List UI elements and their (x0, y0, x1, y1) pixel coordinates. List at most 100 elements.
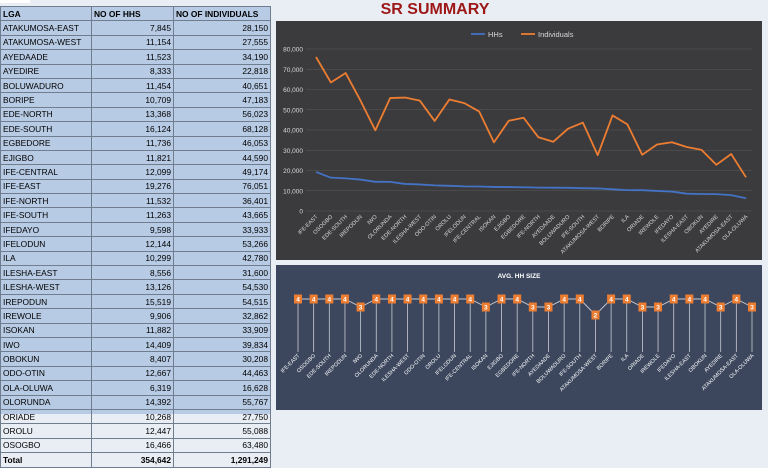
cell-individuals[interactable]: 55,088 (173, 423, 271, 439)
cell-lga[interactable]: IFELODUN (0, 236, 92, 252)
cell-individuals[interactable]: 33,933 (173, 221, 271, 238)
cell-hhs[interactable]: 16,124 (91, 121, 174, 137)
cell-lga[interactable]: OLORUNDA (0, 394, 92, 410)
cell-lga[interactable]: ILESHA-EAST (0, 265, 92, 281)
cell-individuals[interactable]: 27,555 (173, 34, 271, 51)
cell-hhs[interactable]: 7,845 (91, 20, 174, 36)
cell-lga[interactable]: BOLUWADURO (0, 77, 92, 94)
cell-individuals[interactable]: 34,190 (173, 49, 271, 65)
cell-individuals[interactable]: 1,291,249 (173, 452, 271, 468)
header-hhs[interactable]: NO OF HHS (91, 5, 174, 22)
cell-lga[interactable]: BORIPE (0, 92, 92, 108)
cell-lga[interactable]: ODO-OTIN (0, 365, 92, 382)
cell-hhs[interactable]: 11,821 (91, 149, 174, 166)
cell-individuals[interactable]: 39,834 (173, 336, 271, 353)
cell-hhs[interactable]: 9,906 (91, 308, 174, 324)
cell-hhs[interactable]: 14,409 (91, 336, 174, 353)
cell-lga[interactable]: ORIADE (0, 408, 92, 425)
table-row: IFE-SOUTH 11,263 43,665 (0, 207, 271, 223)
cell-individuals[interactable]: 44,590 (173, 149, 271, 166)
cell-individuals[interactable]: 46,053 (173, 135, 271, 151)
cell-hhs[interactable]: 11,154 (91, 34, 174, 51)
cell-hhs[interactable]: 9,598 (91, 221, 174, 238)
header-individuals[interactable]: NO OF INDIVIDUALS (173, 5, 271, 22)
cell-hhs[interactable]: 12,447 (91, 423, 174, 439)
cell-individuals[interactable]: 40,651 (173, 77, 271, 94)
cell-individuals[interactable]: 30,208 (173, 351, 271, 367)
cell-lga[interactable]: EGBEDORE (0, 135, 92, 151)
cell-lga[interactable]: ISOKAN (0, 322, 92, 338)
cell-lga[interactable]: ILA (0, 250, 92, 267)
cell-hhs[interactable]: 11,523 (91, 49, 174, 65)
cell-individuals[interactable]: 68,128 (173, 121, 271, 137)
cell-individuals[interactable]: 31,600 (173, 265, 271, 281)
cell-individuals[interactable]: 53,266 (173, 236, 271, 252)
cell-lga[interactable]: OROLU (0, 423, 92, 439)
cell-hhs[interactable]: 11,532 (91, 193, 174, 209)
cell-hhs[interactable]: 354,642 (91, 452, 174, 468)
cell-lga[interactable]: IREPODUN (0, 293, 92, 310)
cell-hhs[interactable]: 8,556 (91, 265, 174, 281)
cell-lga[interactable]: ATAKUMOSA-WEST (0, 34, 92, 51)
cell-lga[interactable]: ILESHA-WEST (0, 279, 92, 295)
cell-lga[interactable]: EJIGBO (0, 149, 92, 166)
cell-hhs[interactable]: 19,276 (91, 178, 174, 195)
cell-lga[interactable]: IFE-CENTRAL (0, 164, 92, 180)
cell-individuals[interactable]: 16,628 (173, 380, 271, 396)
cell-individuals[interactable]: 22,818 (173, 63, 271, 79)
cell-individuals[interactable]: 47,183 (173, 92, 271, 108)
cell-lga[interactable]: IREWOLE (0, 308, 92, 324)
cell-lga[interactable]: EDE-SOUTH (0, 121, 92, 137)
data-marker (575, 294, 584, 304)
cell-hhs[interactable]: 15,519 (91, 293, 174, 310)
cell-hhs[interactable]: 10,709 (91, 92, 174, 108)
cell-hhs[interactable]: 12,144 (91, 236, 174, 252)
cell-individuals[interactable]: 33,909 (173, 322, 271, 338)
cell-hhs[interactable]: 11,454 (91, 77, 174, 94)
cell-hhs[interactable]: 11,882 (91, 322, 174, 338)
cell-lga[interactable]: AYEDAADE (0, 49, 92, 65)
cell-individuals[interactable]: 28,150 (173, 20, 271, 36)
cell-individuals[interactable]: 43,665 (173, 207, 271, 223)
cell-lga[interactable]: OLA-OLUWA (0, 380, 92, 396)
cell-hhs[interactable]: 12,099 (91, 164, 174, 180)
cell-individuals[interactable]: 54,515 (173, 293, 271, 310)
cell-individuals[interactable]: 56,023 (173, 106, 271, 123)
cell-individuals[interactable]: 36,401 (173, 193, 271, 209)
cell-hhs[interactable]: 12,667 (91, 365, 174, 382)
cell-individuals[interactable]: 63,480 (173, 437, 271, 454)
cell-hhs[interactable]: 8,333 (91, 63, 174, 79)
cell-hhs[interactable]: 13,368 (91, 106, 174, 123)
cell-lga[interactable]: IFEDAYO (0, 221, 92, 238)
cell-hhs[interactable]: 14,392 (91, 394, 174, 410)
cell-hhs[interactable]: 11,263 (91, 207, 174, 223)
cell-lga[interactable]: IWO (0, 336, 92, 353)
cell-lga[interactable]: OBOKUN (0, 351, 92, 367)
cell-hhs[interactable]: 13,126 (91, 279, 174, 295)
cell-hhs[interactable]: 10,299 (91, 250, 174, 267)
cell-hhs[interactable]: 11,736 (91, 135, 174, 151)
cell-hhs[interactable]: 6,319 (91, 380, 174, 396)
cell-lga[interactable]: IFE-SOUTH (0, 207, 92, 223)
cell-hhs[interactable]: 8,407 (91, 351, 174, 367)
cell-individuals[interactable]: 27,750 (173, 408, 271, 425)
cell-hhs[interactable]: 10,268 (91, 408, 174, 425)
cell-individuals[interactable]: 55,767 (173, 394, 271, 410)
cell-individuals[interactable]: 42,780 (173, 250, 271, 267)
cell-individuals[interactable]: 76,051 (173, 178, 271, 195)
cell-individuals[interactable]: 54,530 (173, 279, 271, 295)
cell-lga[interactable]: OSOGBO (0, 437, 92, 454)
cell-hhs[interactable]: 16,466 (91, 437, 174, 454)
cell-lga[interactable]: IFE-NORTH (0, 193, 92, 209)
cell-lga[interactable]: ATAKUMOSA-EAST (0, 20, 92, 36)
avg-hh-size-chart[interactable]: AVG. HH SIZE 4 4 4 4 3 4 4 4 4 4 4 4 3 4 4 3 3 4 4 2 4 4 3 3 4 4 4 3… (276, 265, 762, 410)
cell-individuals[interactable]: 44,463 (173, 365, 271, 382)
cell-lga[interactable]: EDE-NORTH (0, 106, 92, 123)
cell-lga[interactable]: IFE-EAST (0, 178, 92, 195)
header-lga[interactable]: LGA (0, 5, 92, 22)
cell-individuals[interactable]: 49,174 (173, 164, 271, 180)
hhs-individuals-line-chart[interactable]: 0 10,000 20,000 30,000 40,000 50,000 60,000 70,… (276, 21, 762, 260)
cell-individuals[interactable]: 32,862 (173, 308, 271, 324)
cell-lga[interactable]: AYEDIRE (0, 63, 92, 79)
cell-lga[interactable]: Total (0, 452, 92, 468)
